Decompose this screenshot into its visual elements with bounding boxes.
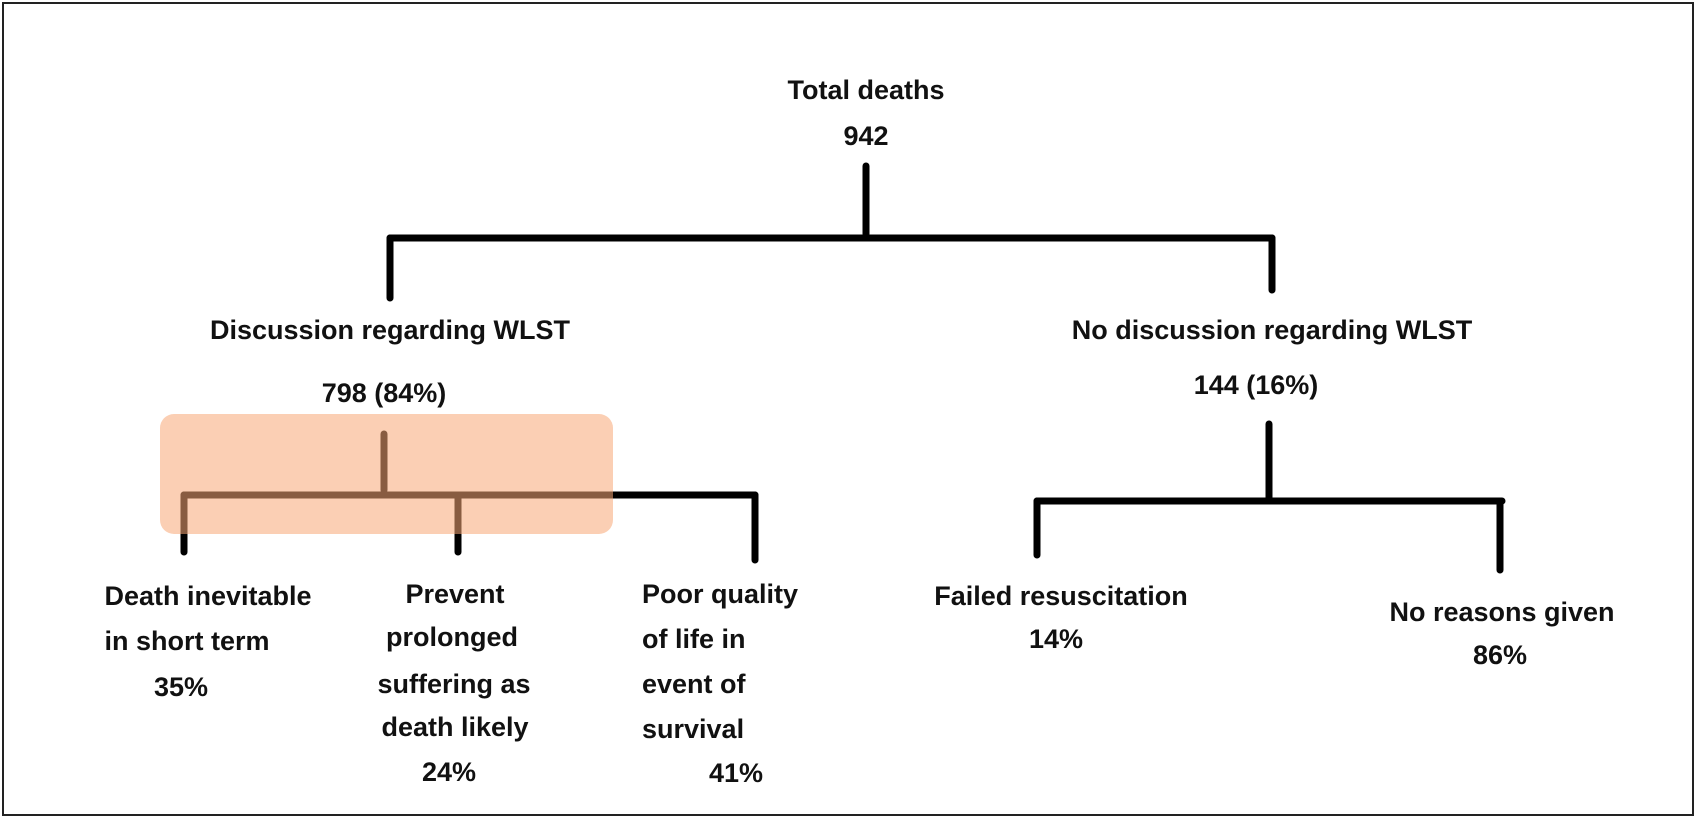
- node-label: No discussion regarding WLST: [1072, 315, 1473, 345]
- node-value: 942: [843, 121, 888, 151]
- node-value: 14%: [1029, 624, 1083, 654]
- node-value: 798 (84%): [322, 378, 447, 408]
- node-label: in short term: [104, 626, 269, 656]
- node-label: Discussion regarding WLST: [210, 315, 571, 345]
- node-label: prolonged: [386, 622, 518, 652]
- node-label: of life in: [642, 624, 746, 654]
- node-label: No reasons given: [1389, 597, 1614, 627]
- node-label: suffering as: [377, 669, 530, 699]
- node-value: 41%: [709, 758, 763, 788]
- node-label: Poor quality: [642, 579, 798, 609]
- node-label: Total deaths: [787, 75, 944, 105]
- node-value: 35%: [154, 672, 208, 702]
- node-value: 144 (16%): [1194, 370, 1319, 400]
- node-label: death likely: [381, 712, 528, 742]
- node-label: survival: [642, 714, 744, 744]
- node-label: Failed resuscitation: [934, 581, 1188, 611]
- node-label: Prevent: [405, 579, 504, 609]
- highlight: [160, 414, 613, 534]
- node-label: Death inevitable: [104, 581, 311, 611]
- node-value: 24%: [422, 757, 476, 787]
- node-label: event of: [642, 669, 747, 699]
- node-value: 86%: [1473, 640, 1527, 670]
